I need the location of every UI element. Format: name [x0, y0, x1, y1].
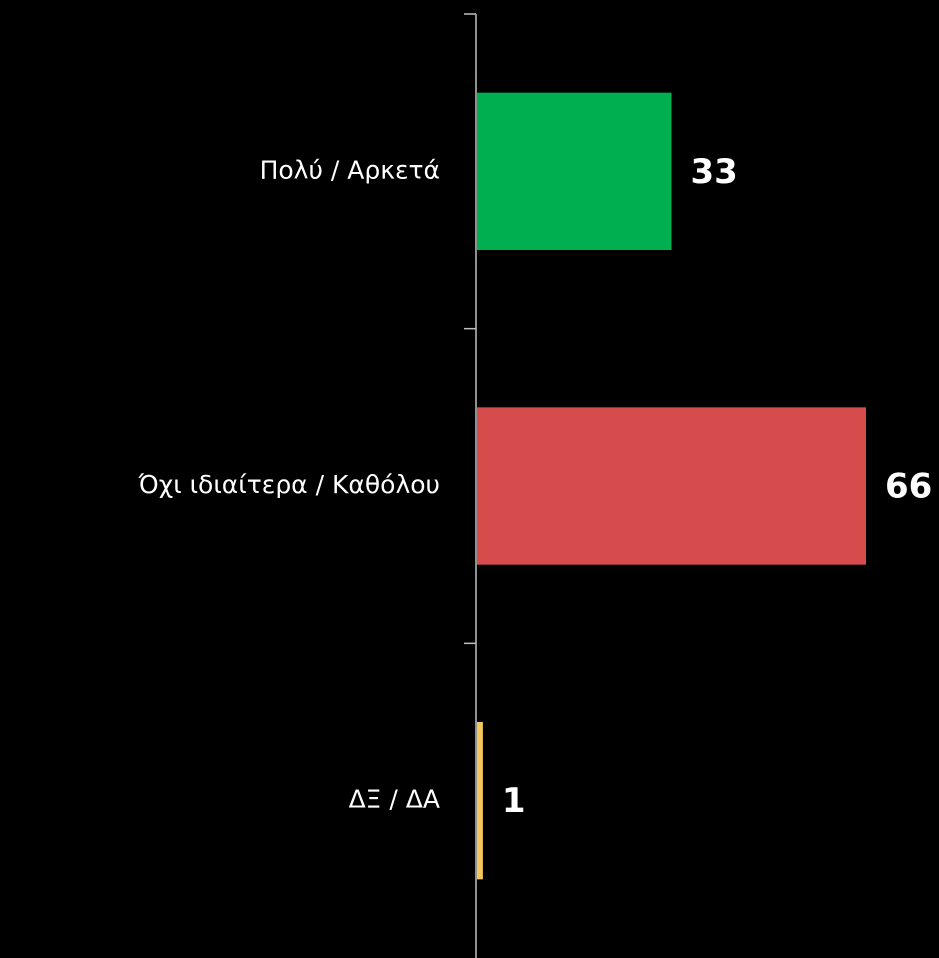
value-label: 66	[885, 467, 932, 507]
category-label: ΔΞ / ΔΑ	[349, 785, 440, 814]
bar	[477, 722, 483, 880]
value-label: 1	[502, 781, 526, 821]
bar	[477, 407, 866, 565]
category-label: Πολύ / Αρκετά	[260, 155, 440, 184]
value-label: 33	[691, 152, 738, 192]
category-label: Όχι ιδιαίτερα / Καθόλου	[137, 470, 440, 499]
bar	[477, 92, 672, 251]
